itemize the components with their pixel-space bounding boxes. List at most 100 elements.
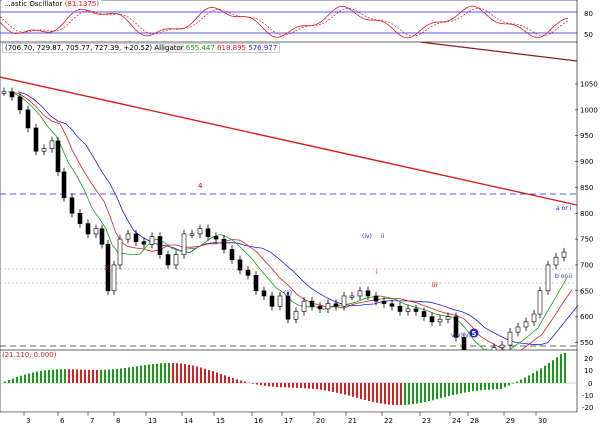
candle-body [357, 290, 363, 297]
ao-bar [36, 371, 38, 383]
ao-bar [380, 383, 382, 404]
ao-bar [560, 354, 562, 383]
candle-body [491, 347, 497, 350]
ao-bar [28, 373, 30, 383]
candle-body [61, 171, 67, 199]
candle-body [545, 264, 551, 292]
ao-bar [540, 368, 542, 383]
wave-label-5: 5 [472, 330, 477, 338]
candle-body [325, 303, 331, 310]
candle-body [253, 274, 259, 292]
date-label: 21 [348, 417, 357, 425]
oscillator-title: ...astic Oscillator (81.1375) [2, 0, 102, 8]
ao-bar [556, 357, 558, 383]
ao-bar [180, 363, 182, 383]
ao-bar [344, 383, 346, 395]
candle-body [405, 308, 411, 312]
ao-bar [352, 383, 354, 397]
ao-bar [80, 369, 82, 383]
ao-bar [128, 367, 130, 383]
wave-label-iii-red: iii [432, 282, 437, 289]
ao-bar [516, 381, 518, 383]
ao-bar [256, 383, 258, 385]
ao-bar [328, 383, 330, 392]
candle-body [9, 91, 15, 98]
ao-bar [488, 383, 490, 390]
candle-body [293, 311, 299, 320]
candle-body [149, 236, 155, 245]
price-chart-panel[interactable]: 3 4 (ii) (iv) ii i iii v(v)(v) 5 a or i … [0, 42, 600, 350]
ao-bar [400, 383, 402, 406]
ao-bar [308, 383, 310, 389]
upper-trend-line [419, 42, 578, 62]
wave-label-iv-blue: (iv) [362, 233, 372, 240]
ao-bar [416, 383, 418, 404]
ohlc-readout: (706.70, 729.87, 705.77, 727.39, +20.52) [5, 44, 153, 52]
ao-bar [236, 379, 238, 383]
ao-bar [124, 367, 126, 383]
date-label: 20 [316, 417, 325, 425]
ao-bar [104, 369, 106, 383]
candle-body [245, 269, 251, 276]
ao-bar [164, 363, 166, 383]
ao-bar [424, 383, 426, 403]
candle-body [17, 96, 23, 111]
date-label: 28 [470, 417, 479, 425]
candle-body [445, 316, 451, 320]
price-tick-label: 650 [580, 287, 593, 295]
ao-bar [544, 365, 546, 383]
ao-bar [316, 383, 318, 390]
ao-bar [392, 383, 394, 405]
ao-bar [200, 367, 202, 383]
ao-bar [460, 383, 462, 394]
alligator-teeth-value: 618.895 [217, 44, 247, 52]
candle-body [93, 228, 99, 235]
oscillator-value: (81.1375) [64, 0, 100, 8]
candle-body [365, 290, 371, 297]
ao-bar [220, 373, 222, 383]
date-label: 30 [538, 417, 547, 425]
ao-bar [472, 383, 474, 392]
ao-bar [300, 383, 302, 389]
candle-body [421, 311, 427, 317]
ao-bar [456, 383, 458, 395]
ao-bar [120, 368, 122, 383]
ao-bar [176, 363, 178, 383]
ao-bar [420, 383, 422, 403]
candle-body [125, 233, 131, 240]
osc-tick-50: 50 [584, 31, 593, 39]
ao-bar [404, 383, 406, 405]
candle-body [531, 313, 537, 323]
ao-bar [468, 383, 470, 392]
price-tick-label: 850 [580, 184, 593, 192]
ao-bar [72, 369, 74, 383]
date-label: 15 [216, 417, 225, 425]
ao-bar [396, 383, 398, 406]
ao-bar [348, 383, 350, 396]
candle-body [349, 295, 355, 298]
candle-body [99, 228, 105, 245]
ao-bar [188, 364, 190, 383]
stochastic-k-line [0, 5, 569, 39]
price-tick-label: 750 [580, 236, 593, 244]
price-tick-label: 700 [580, 261, 593, 269]
candle-body [309, 300, 315, 307]
date-label: 24 [452, 417, 461, 425]
stochastic-oscillator-panel[interactable]: 80 50 ...astic Oscillator (81.1375) [0, 0, 600, 42]
ao-tick-neg10: -10 [582, 392, 593, 400]
candle-body [453, 316, 459, 338]
candle-body [25, 109, 31, 129]
date-label: 23 [422, 417, 431, 425]
awesome-oscillator-panel[interactable]: 20 10 0 -10 -20 (21.110, 0.000) [0, 350, 600, 412]
ao-bar [232, 378, 234, 383]
ao-bar [368, 383, 370, 402]
date-label: 3 [26, 417, 30, 425]
alligator-jaw-value: 576.977 [248, 44, 278, 52]
ao-bar [144, 365, 146, 383]
candle-body [117, 238, 123, 266]
ao-bar [536, 370, 538, 383]
ao-bar [448, 383, 450, 397]
price-tick-label: 800 [580, 210, 593, 218]
ao-tick-neg20: -20 [582, 404, 593, 412]
alligator-jaw-line [17, 91, 579, 346]
